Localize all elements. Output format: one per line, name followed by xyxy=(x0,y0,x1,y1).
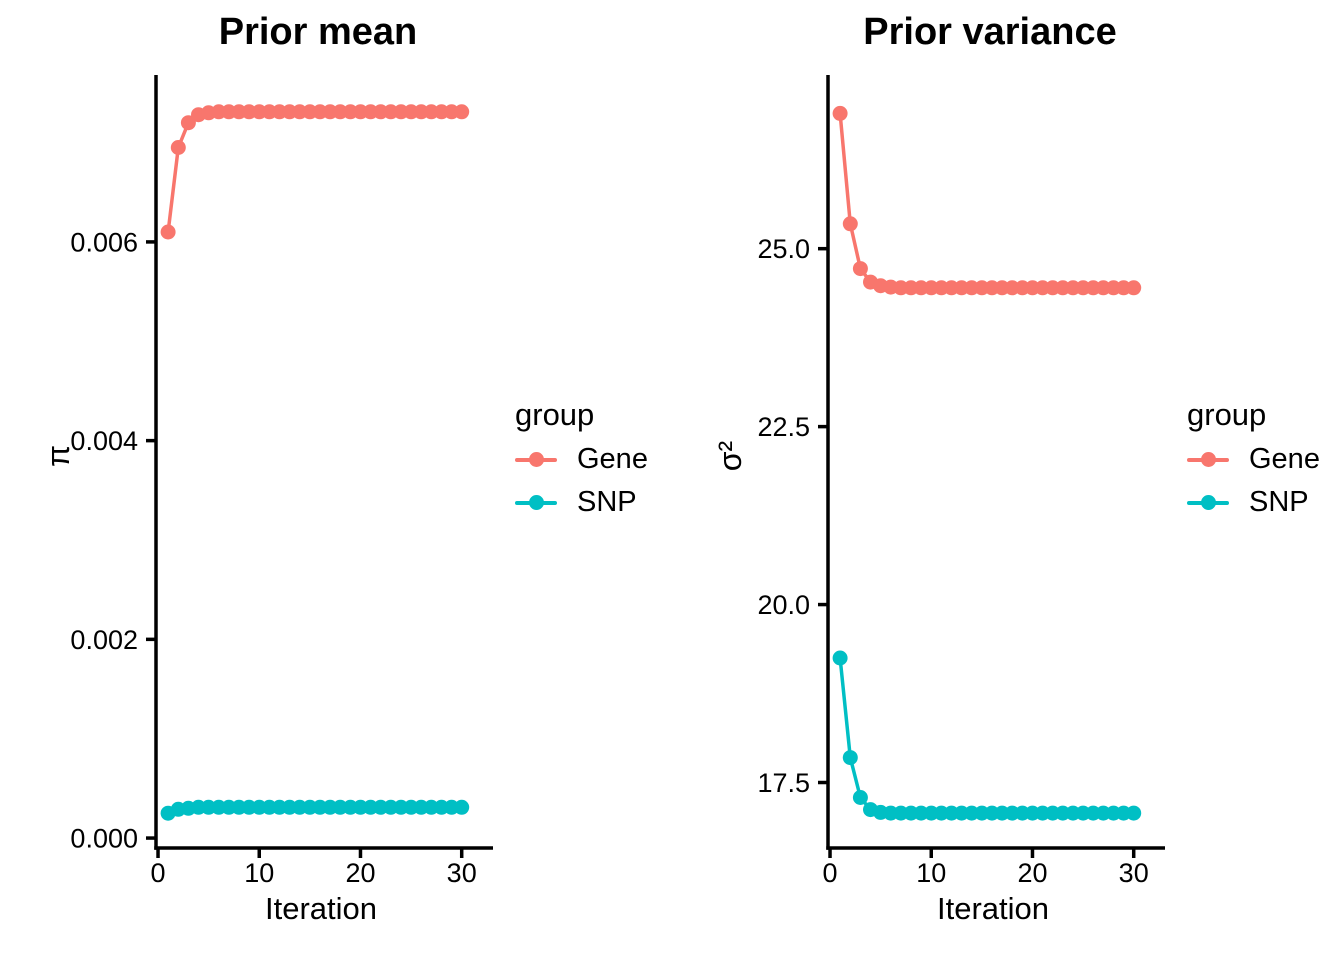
legend-item-snp: SNP xyxy=(1187,485,1320,520)
legend-dot-icon xyxy=(528,495,544,511)
series-line-gene xyxy=(838,111,1136,290)
data-point-gene xyxy=(170,140,186,155)
plot-area-prior-mean: 0.000 0.002 0.004 0.006 0 10 20 30 xyxy=(70,75,493,888)
x-tick-label: 20 xyxy=(345,858,375,888)
legend-label-snp: SNP xyxy=(577,486,637,519)
y-tick-label: 20.0 xyxy=(757,590,810,620)
legend-item-gene: Gene xyxy=(1187,442,1320,477)
data-point-snp xyxy=(832,650,848,666)
legend-dot-icon xyxy=(1200,452,1216,468)
legend-label-gene: Gene xyxy=(1249,443,1320,476)
x-tick-label: 10 xyxy=(244,858,274,888)
x-tick-label: 20 xyxy=(1017,858,1047,888)
legend-title: group xyxy=(1187,397,1267,432)
x-tick-label: 0 xyxy=(823,858,838,888)
legend-item-snp: SNP xyxy=(515,485,648,520)
legend-key-gene xyxy=(1187,452,1229,468)
legend: group Gene SNP xyxy=(515,396,648,520)
panel-prior-variance: 17.5 20.0 22.5 25.0 0 10 20 30 Prior variance σ… xyxy=(672,0,1344,960)
y-tick-label: 0.000 xyxy=(70,824,138,854)
legend-label-snp: SNP xyxy=(1249,486,1309,519)
y-tick-label: 17.5 xyxy=(757,768,810,798)
y-tick-label: 0.002 xyxy=(70,625,138,655)
y-tick-label: 25.0 xyxy=(757,234,810,264)
y-axis-title-pi: π xyxy=(40,444,76,468)
panel-prior-mean: 0.000 0.002 0.004 0.006 0 10 20 30 Prior mean π… xyxy=(40,11,648,926)
x-tick-label: 0 xyxy=(151,858,166,888)
x-axis-title-iteration: Iteration xyxy=(936,891,1049,926)
legend-dot-icon xyxy=(528,452,544,468)
data-point-snp xyxy=(842,750,858,766)
y-tick-label: 0.006 xyxy=(70,227,138,257)
legend-key-snp xyxy=(515,495,557,511)
legend: group Gene SNP xyxy=(1187,396,1320,520)
data-point-gene xyxy=(454,104,470,120)
y-tick-label: 0.004 xyxy=(70,426,138,456)
data-point-gene xyxy=(1126,280,1142,296)
x-tick-label: 10 xyxy=(916,858,946,888)
series-line-gene xyxy=(166,110,464,234)
legend-key-snp xyxy=(1187,495,1229,511)
legend-dot-icon xyxy=(1200,495,1216,511)
legend-label-gene: Gene xyxy=(577,443,648,476)
y-axis-title-sigma-squared: σ² xyxy=(712,440,748,472)
data-point-gene xyxy=(160,224,176,240)
data-point-gene xyxy=(842,216,858,232)
legend-item-gene: Gene xyxy=(515,442,648,477)
x-tick-label: 30 xyxy=(1119,858,1149,888)
x-tick-label: 30 xyxy=(447,858,477,888)
data-point-snp xyxy=(1126,805,1142,821)
plot-area-prior-variance: 17.5 20.0 22.5 25.0 0 10 20 30 xyxy=(757,75,1165,888)
data-point-gene xyxy=(832,105,848,121)
data-point-snp xyxy=(454,799,470,815)
legend-key-gene xyxy=(515,452,557,468)
data-point-gene xyxy=(852,261,868,277)
data-point-gene xyxy=(180,115,196,131)
data-point-snp xyxy=(852,790,868,805)
y-tick-label: 22.5 xyxy=(757,412,810,442)
panel-title: Prior mean xyxy=(218,11,418,53)
series-line-snp xyxy=(838,656,1136,815)
panel-title: Prior variance xyxy=(863,11,1117,53)
legend-title: group xyxy=(515,397,595,432)
x-axis-title-iteration: Iteration xyxy=(264,891,377,926)
